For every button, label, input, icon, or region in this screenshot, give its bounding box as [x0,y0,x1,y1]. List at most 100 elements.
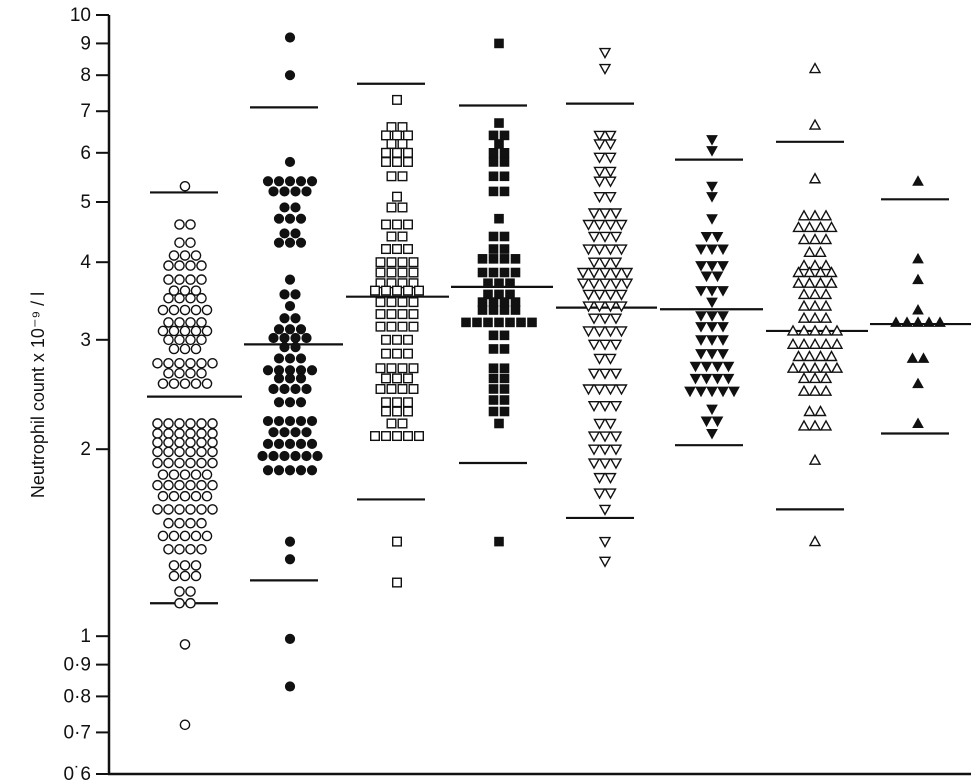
data-point [190,530,202,542]
data-point [604,166,617,178]
data-point [196,437,207,448]
data-point [825,276,838,288]
data-point [803,220,816,233]
data-point [279,341,290,353]
data-point [593,191,606,204]
data-point [290,186,301,197]
data-point [207,457,218,469]
data-point [494,289,504,300]
data-point [196,317,207,328]
data-point [792,266,805,278]
data-point [375,321,386,332]
data-point [808,371,822,384]
data-point [279,289,290,300]
data-point [392,285,403,296]
data-point [397,278,408,289]
data-point [174,479,185,491]
data-point [797,299,811,311]
data-point [196,260,207,271]
data-point [604,219,617,231]
data-point [290,427,301,438]
data-point [408,267,419,278]
data-point [381,244,392,255]
data-point [301,427,312,438]
data-point [392,156,403,167]
data-point [728,386,740,398]
data-point [797,287,811,300]
data-point [582,289,595,301]
data-point [819,337,833,350]
data-point [397,363,408,374]
data-point [174,597,185,609]
data-point [488,395,499,405]
data-point [711,373,724,385]
data-point [830,361,844,373]
data-point [797,337,811,350]
data-point [207,504,218,515]
data-point [290,341,301,353]
data-point [185,446,196,458]
data-point [185,292,196,304]
data-point [284,681,296,692]
data-point [499,267,510,278]
data-point [295,176,307,187]
data-point [392,219,403,230]
data-point [609,231,623,243]
data-point [797,324,811,336]
data-point [593,244,606,256]
data-point [695,386,707,398]
data-point [461,317,471,328]
data-point [179,469,191,480]
data-point [284,237,296,248]
data-point [190,469,202,480]
data-point [615,301,628,313]
data-point [803,245,816,257]
data-point [825,350,838,362]
data-point [273,397,285,408]
data-point [290,383,301,395]
data-point [786,324,800,336]
data-point [273,353,285,364]
data-point [786,361,800,373]
data-point [190,490,202,502]
data-point [604,353,617,365]
data-point [808,419,822,431]
data-point [196,274,207,285]
data-point [488,244,499,254]
data-point [185,479,196,491]
data-point [700,231,713,243]
data-point [582,219,595,231]
data-point [582,326,595,338]
data-point [196,504,207,515]
data-point [695,286,707,297]
data-point [711,271,724,283]
data-point [179,285,191,296]
y-tick-label: 0·9 [64,655,91,676]
y-tick-label: 2 [80,439,91,460]
data-point [179,304,191,316]
data-point [179,639,191,650]
data-point [722,361,735,373]
data-point [284,536,296,547]
data-point [284,324,296,335]
data-point [797,361,811,373]
data-point [408,363,419,374]
data-point [722,373,735,385]
data-point [615,326,628,338]
data-point [510,305,521,315]
data-point [375,309,386,320]
data-point [593,130,606,142]
data-point [808,62,822,74]
data-point [912,175,924,186]
data-point [268,427,279,438]
data-point [375,267,386,278]
data-point [397,267,408,278]
data-point [912,316,924,327]
data-point [284,156,296,168]
data-point [488,297,499,307]
data-point [499,148,510,158]
data-point [185,334,196,346]
data-point [174,367,185,379]
data-point [168,325,180,337]
data-point [262,438,274,449]
